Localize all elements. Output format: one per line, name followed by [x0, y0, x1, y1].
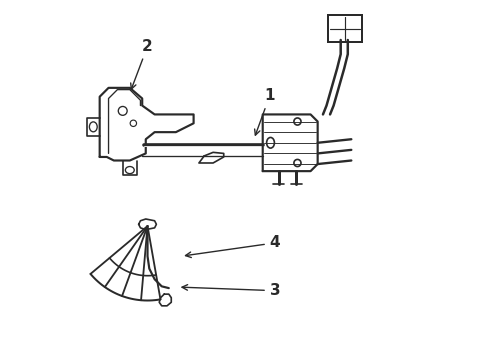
Text: 2: 2	[131, 39, 153, 89]
Text: 3: 3	[182, 283, 280, 298]
Text: 1: 1	[255, 88, 275, 135]
Text: 4: 4	[186, 235, 280, 257]
